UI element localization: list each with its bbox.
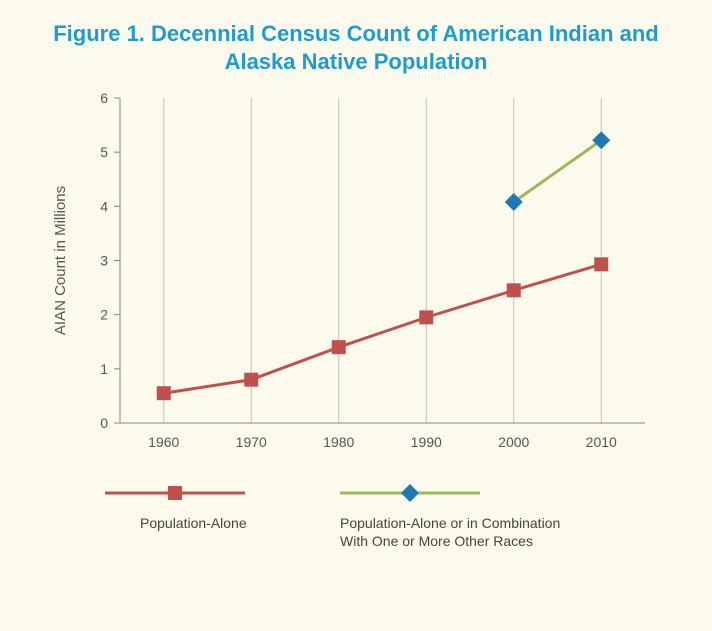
x-tick-label: 2010 [586, 434, 617, 450]
y-tick-label: 1 [100, 361, 108, 377]
chart-svg: 0 1 2 3 4 5 6 1960 1970 1980 1990 2000 2010 AIAN Coun… [0, 83, 712, 603]
y-tick-label: 3 [100, 253, 108, 269]
x-tick-label: 1960 [148, 434, 179, 450]
series-marker [505, 193, 523, 211]
x-tick-label: 1970 [236, 434, 267, 450]
legend-marker [401, 484, 419, 502]
y-tick-label: 5 [100, 144, 108, 160]
series-line [164, 264, 602, 393]
series-marker [157, 386, 171, 400]
chart-area: 0 1 2 3 4 5 6 1960 1970 1980 1990 2000 2010 AIAN Coun… [0, 83, 712, 603]
series-line [514, 140, 602, 202]
y-axis-title: AIAN Count in Millions [52, 186, 69, 335]
y-tick-label: 0 [100, 415, 108, 431]
series-marker [244, 373, 258, 387]
series-marker [592, 131, 610, 149]
legend-label: With One or More Other Races [340, 533, 533, 549]
chart-title: Figure 1. Decennial Census Count of Amer… [0, 0, 712, 83]
y-tick-label: 6 [100, 90, 108, 106]
legend-label: Population-Alone or in Combination [340, 515, 560, 531]
x-tick-label: 1980 [323, 434, 354, 450]
legend-label: Population-Alone [140, 515, 247, 531]
series-marker [594, 257, 608, 271]
series-marker [507, 283, 521, 297]
series-marker [419, 310, 433, 324]
y-tick-label: 2 [100, 307, 108, 323]
x-tick-label: 1990 [411, 434, 442, 450]
y-tick-label: 4 [100, 198, 108, 214]
x-tick-label: 2000 [498, 434, 529, 450]
series-marker [332, 340, 346, 354]
legend-marker [168, 486, 182, 500]
